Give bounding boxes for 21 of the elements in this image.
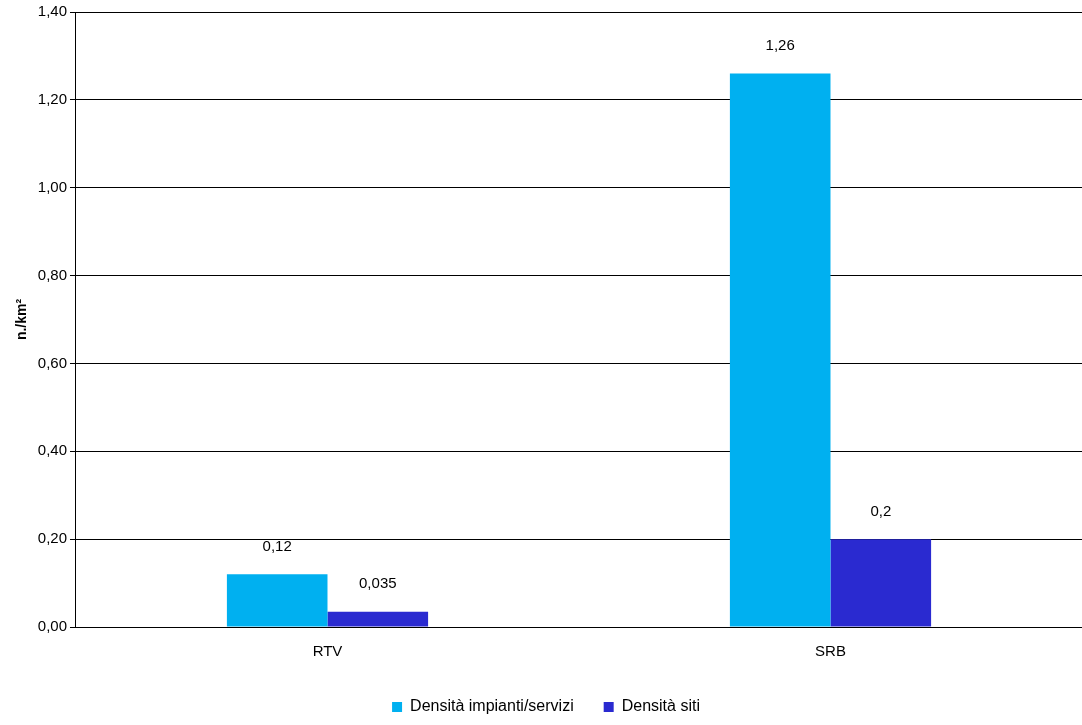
bar <box>729 73 831 627</box>
y-tick-label: 0,80 <box>37 265 67 283</box>
y-tick-label: 0,20 <box>37 529 67 547</box>
y-tick-label: 0,00 <box>37 617 67 635</box>
y-tick-label: 1,20 <box>37 90 67 107</box>
data-label: 0,12 <box>262 536 292 554</box>
y-tick-label: 0,60 <box>37 353 67 371</box>
data-label: 0,035 <box>359 574 397 592</box>
bar <box>327 611 429 627</box>
x-tick-label: SRB <box>815 642 846 660</box>
y-tick-label: 1,40 <box>37 2 67 20</box>
data-label: 0,2 <box>870 501 892 519</box>
legend-label: Densità impianti/servizi <box>410 697 574 715</box>
y-axis-title: n./km² <box>13 298 30 341</box>
y-tick-label: 0,40 <box>37 441 67 459</box>
data-label: 1,26 <box>765 36 795 54</box>
y-tick-label: 1,00 <box>37 177 67 195</box>
x-tick-label: RTV <box>312 642 343 660</box>
bar <box>226 574 328 627</box>
legend-label: Densità siti <box>621 697 700 715</box>
bar <box>830 539 932 627</box>
